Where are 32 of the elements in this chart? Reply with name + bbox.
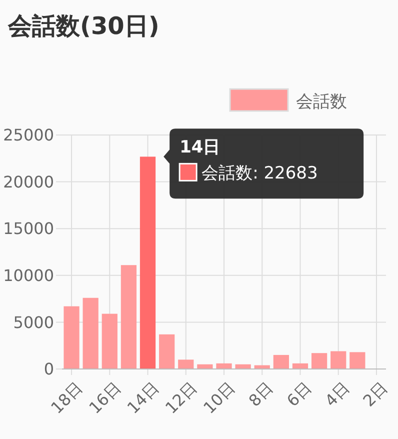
bar	[216, 363, 232, 369]
bar	[178, 360, 194, 369]
x-tick-label: 4日	[321, 378, 354, 410]
x-tick-label: 8日	[244, 378, 277, 410]
x-tick-label: 14日	[123, 378, 163, 418]
x-tick-label: 2日	[359, 378, 392, 410]
bar	[350, 352, 366, 369]
x-tick-label: 18日	[47, 378, 86, 418]
bar	[120, 265, 137, 369]
x-tick-label: 10日	[200, 378, 239, 418]
bar	[102, 314, 118, 369]
y-tick-label: 0	[44, 360, 54, 379]
x-tick-label: 16日	[85, 378, 124, 418]
x-tick-label: 6日	[283, 378, 315, 410]
y-tick-label: 20000	[3, 172, 54, 192]
bar	[82, 298, 98, 369]
bar	[159, 334, 175, 369]
bar	[330, 351, 346, 369]
tooltip-box: 14日 会話数: 22683	[164, 128, 364, 199]
annotation: 会話数: 22683	[202, 164, 318, 184]
bar	[311, 353, 328, 369]
bar	[273, 354, 289, 369]
bar	[64, 306, 80, 369]
legend-label: 会話数	[296, 92, 347, 112]
y-tick-label: 25000	[3, 126, 54, 145]
x-tick-label: 12日	[161, 378, 201, 418]
y-tick-label: 15000	[3, 219, 54, 238]
chart-title: 会話数(30日)	[7, 12, 160, 40]
y-tick-label: 5000	[13, 312, 54, 332]
y-tick-label: 10000	[3, 266, 54, 285]
annotation: 14日	[180, 138, 220, 158]
bar	[140, 156, 156, 369]
